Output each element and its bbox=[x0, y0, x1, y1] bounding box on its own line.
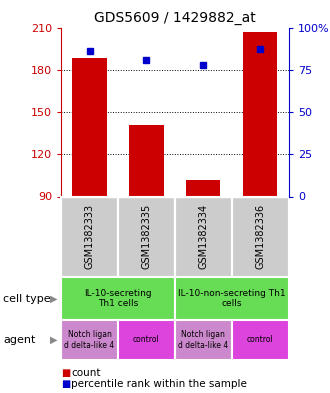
Bar bbox=[61, 277, 175, 320]
Text: ■: ■ bbox=[61, 379, 70, 389]
Text: ▶: ▶ bbox=[50, 335, 58, 345]
Text: ■: ■ bbox=[61, 367, 70, 378]
Text: Notch ligan
d delta-like 4: Notch ligan d delta-like 4 bbox=[178, 330, 228, 350]
Bar bbox=[232, 320, 289, 360]
Text: ▶: ▶ bbox=[50, 294, 58, 304]
Bar bbox=[175, 277, 289, 320]
Bar bbox=[186, 180, 220, 196]
Bar bbox=[175, 320, 232, 360]
Bar bbox=[129, 125, 163, 196]
Text: GSM1382334: GSM1382334 bbox=[198, 204, 208, 269]
Text: IL-10-secreting
Th1 cells: IL-10-secreting Th1 cells bbox=[84, 289, 152, 309]
Bar bbox=[61, 320, 118, 360]
Bar bbox=[243, 32, 277, 196]
Bar bbox=[61, 196, 118, 277]
Text: control: control bbox=[133, 336, 160, 344]
Text: agent: agent bbox=[3, 335, 36, 345]
Text: GSM1382333: GSM1382333 bbox=[84, 204, 94, 269]
Text: count: count bbox=[71, 367, 100, 378]
Bar bbox=[118, 320, 175, 360]
Bar bbox=[232, 196, 289, 277]
Title: GDS5609 / 1429882_at: GDS5609 / 1429882_at bbox=[94, 11, 256, 25]
Bar bbox=[118, 196, 175, 277]
Text: cell type: cell type bbox=[3, 294, 51, 304]
Bar bbox=[72, 59, 107, 196]
Text: percentile rank within the sample: percentile rank within the sample bbox=[71, 379, 247, 389]
Text: control: control bbox=[247, 336, 274, 344]
Text: IL-10-non-secreting Th1
cells: IL-10-non-secreting Th1 cells bbox=[178, 289, 286, 309]
Bar bbox=[175, 196, 232, 277]
Text: GSM1382336: GSM1382336 bbox=[255, 204, 265, 269]
Text: Notch ligan
d delta-like 4: Notch ligan d delta-like 4 bbox=[64, 330, 115, 350]
Text: GSM1382335: GSM1382335 bbox=[142, 204, 151, 270]
